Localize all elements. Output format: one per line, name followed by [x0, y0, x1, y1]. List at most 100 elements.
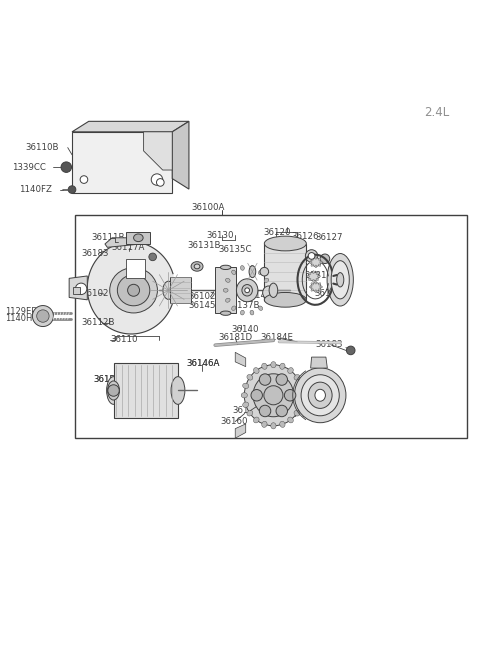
Text: 36155: 36155	[233, 406, 260, 415]
Circle shape	[156, 179, 164, 186]
Ellipse shape	[298, 383, 304, 388]
Ellipse shape	[317, 276, 320, 277]
Text: 36181D: 36181D	[218, 333, 252, 343]
Text: 36139: 36139	[314, 289, 341, 297]
Ellipse shape	[309, 272, 311, 274]
Circle shape	[149, 253, 156, 261]
Text: 36182: 36182	[291, 389, 319, 398]
Ellipse shape	[117, 274, 150, 306]
Ellipse shape	[271, 422, 276, 429]
Ellipse shape	[110, 268, 157, 313]
Circle shape	[61, 162, 72, 172]
Ellipse shape	[244, 365, 302, 426]
Ellipse shape	[262, 421, 267, 427]
Ellipse shape	[250, 310, 254, 315]
Ellipse shape	[232, 306, 236, 310]
Text: 36137B: 36137B	[227, 301, 260, 310]
Polygon shape	[235, 424, 246, 438]
Bar	[170, 277, 192, 303]
Text: 36184E: 36184E	[260, 333, 293, 343]
Ellipse shape	[220, 265, 231, 269]
Polygon shape	[105, 238, 143, 248]
Bar	[114, 363, 178, 418]
Text: 2.4L: 2.4L	[424, 106, 449, 119]
Text: 1129ED: 1129ED	[5, 307, 38, 316]
Ellipse shape	[311, 258, 321, 267]
Circle shape	[276, 405, 288, 417]
Ellipse shape	[315, 290, 317, 293]
Ellipse shape	[253, 367, 259, 373]
Ellipse shape	[266, 288, 271, 292]
Ellipse shape	[247, 411, 253, 416]
Text: 36127: 36127	[315, 233, 343, 242]
Ellipse shape	[245, 288, 250, 293]
Ellipse shape	[311, 283, 321, 291]
Circle shape	[320, 254, 330, 263]
Text: 36130: 36130	[206, 231, 234, 240]
Ellipse shape	[262, 363, 267, 369]
Ellipse shape	[309, 261, 312, 263]
Text: 36150: 36150	[93, 375, 120, 384]
Ellipse shape	[318, 258, 321, 260]
Ellipse shape	[240, 265, 244, 271]
Text: 36183: 36183	[315, 340, 343, 349]
Polygon shape	[69, 276, 87, 300]
Ellipse shape	[318, 283, 321, 285]
Ellipse shape	[171, 377, 185, 404]
Ellipse shape	[315, 265, 317, 268]
Circle shape	[151, 174, 163, 185]
Ellipse shape	[294, 375, 300, 380]
Polygon shape	[172, 121, 189, 189]
Ellipse shape	[253, 374, 294, 417]
Ellipse shape	[242, 284, 252, 296]
Ellipse shape	[247, 375, 253, 380]
Polygon shape	[72, 121, 189, 132]
Text: 36143A: 36143A	[245, 291, 278, 300]
Text: 36111B: 36111B	[91, 233, 125, 242]
Ellipse shape	[311, 283, 313, 285]
Ellipse shape	[318, 289, 321, 291]
Text: 36183: 36183	[82, 248, 109, 257]
Text: 36145: 36145	[189, 301, 216, 310]
Ellipse shape	[226, 278, 230, 282]
Polygon shape	[72, 132, 172, 193]
Text: 36170: 36170	[301, 410, 329, 419]
Circle shape	[308, 253, 315, 259]
Ellipse shape	[280, 421, 285, 427]
Text: 36160: 36160	[220, 417, 248, 426]
Circle shape	[33, 305, 53, 327]
Ellipse shape	[294, 368, 346, 422]
Circle shape	[259, 405, 271, 417]
Ellipse shape	[300, 392, 306, 398]
Ellipse shape	[226, 298, 230, 302]
Ellipse shape	[312, 279, 314, 282]
Ellipse shape	[194, 264, 200, 269]
Text: 36170A: 36170A	[263, 410, 296, 419]
Ellipse shape	[128, 284, 140, 296]
Ellipse shape	[316, 272, 318, 274]
Text: 36110: 36110	[110, 335, 138, 345]
Ellipse shape	[280, 363, 285, 369]
Text: 36140: 36140	[231, 325, 259, 334]
Ellipse shape	[315, 281, 317, 284]
Text: 1339CC: 1339CC	[12, 162, 46, 172]
Polygon shape	[144, 132, 172, 170]
Circle shape	[305, 250, 318, 262]
Ellipse shape	[240, 310, 244, 315]
Ellipse shape	[223, 288, 228, 292]
Text: 36164: 36164	[254, 402, 282, 411]
Circle shape	[36, 310, 49, 322]
Ellipse shape	[133, 234, 143, 242]
Ellipse shape	[258, 306, 263, 310]
Ellipse shape	[312, 271, 314, 274]
Polygon shape	[311, 357, 327, 368]
Ellipse shape	[264, 293, 306, 307]
Ellipse shape	[307, 276, 310, 277]
Bar	[264, 244, 306, 300]
Bar	[75, 215, 467, 438]
Ellipse shape	[191, 261, 203, 271]
Circle shape	[276, 374, 288, 385]
Text: 36112B: 36112B	[82, 318, 115, 328]
Ellipse shape	[241, 392, 247, 398]
Ellipse shape	[264, 236, 306, 251]
